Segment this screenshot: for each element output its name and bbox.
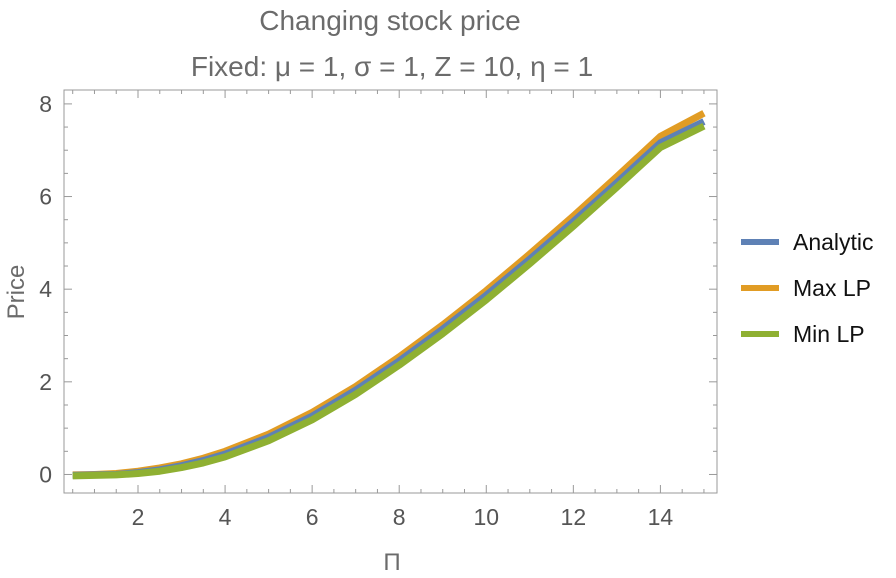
plot-frame (63, 89, 718, 494)
legend-label: Analytic (793, 229, 874, 255)
y-tick-label: 4 (39, 276, 52, 302)
chart-subtitle: Fixed: μ = 1, σ = 1, Z = 10, η = 1 (191, 51, 593, 82)
y-tick-label: 2 (39, 369, 52, 395)
x-tick-label: 12 (561, 504, 587, 530)
x-tick-label: 10 (473, 504, 499, 530)
y-axis-label: Price (3, 265, 30, 320)
legend-label: Min LP (793, 321, 865, 347)
y-tick-label: 6 (39, 184, 52, 210)
y-tick-label: 8 (39, 91, 52, 117)
series-line-max-lp (72, 110, 706, 479)
x-tick-label: 4 (219, 504, 232, 530)
legend-label: Max LP (793, 275, 871, 301)
legend: Analytic Max LP Min LP (741, 229, 874, 347)
series-layer (72, 110, 706, 480)
chart-title: Changing stock price (259, 5, 520, 36)
x-axis-label: Π (383, 549, 400, 576)
x-tick-label: 8 (393, 504, 406, 530)
y-axis-ticks: 0 2 4 6 8 (39, 91, 717, 487)
x-tick-label: 2 (132, 504, 145, 530)
series-line-analytic (72, 118, 706, 479)
x-axis-ticks: 2 4 6 8 10 12 14 (72, 90, 705, 530)
y-tick-label: 0 (39, 461, 52, 487)
series-line-min-lp (72, 122, 706, 480)
x-tick-label: 14 (648, 504, 674, 530)
x-tick-label: 6 (306, 504, 319, 530)
